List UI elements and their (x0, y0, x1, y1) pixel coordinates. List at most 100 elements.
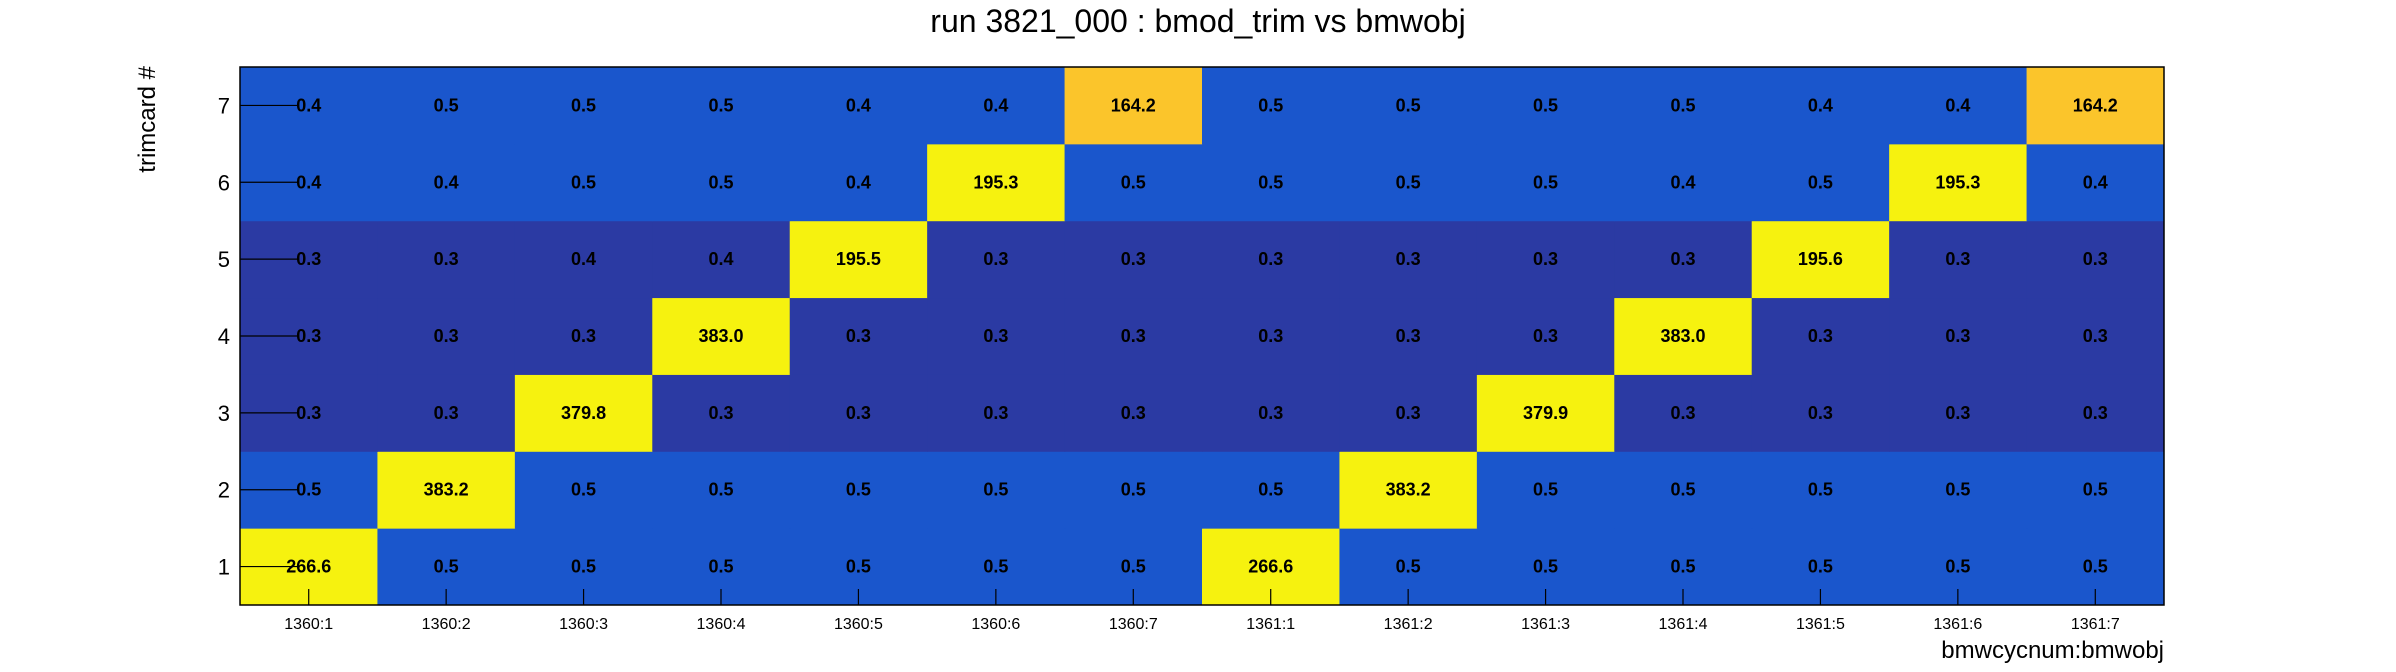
heatmap-cell (377, 297, 516, 375)
cell-value-label: 0.3 (1258, 403, 1283, 423)
heatmap-cell (1339, 143, 1478, 222)
y-tick-label: 1 (218, 555, 230, 580)
heatmap-cell (377, 374, 516, 452)
cell-value-label: 0.3 (1258, 326, 1283, 346)
heatmap-cell (927, 67, 1066, 145)
cell-value-label: 0.5 (296, 480, 321, 500)
chart-title: run 3821_000 : bmod_trim vs bmwobj (930, 3, 1465, 39)
cell-value-label: 0.5 (571, 557, 596, 577)
cell-value-label: 0.5 (1258, 172, 1283, 192)
heatmap-cell (1202, 220, 1340, 299)
heatmap-cell (789, 143, 928, 222)
cell-value-label: 0.3 (1396, 403, 1421, 423)
heatmap-cell (789, 297, 928, 375)
cell-value-label: 383.2 (1386, 480, 1431, 500)
x-tick-label: 1361:6 (1933, 616, 1982, 633)
x-tick-label: 1361:5 (1796, 616, 1845, 633)
cell-value-label: 0.5 (1533, 172, 1558, 192)
heatmap-cell (652, 374, 791, 452)
x-tick-label: 1360:3 (559, 616, 608, 633)
axes: 1 2 3 4 5 6 7 1360:1 1360:2 1360:3 1360:4 1360:5 136… (218, 66, 2165, 633)
cell-value-label: 0.3 (1808, 326, 1833, 346)
cell-value-label: 195.5 (836, 249, 881, 269)
heatmap-cell (514, 297, 653, 375)
x-tick-label: 1361:7 (2071, 616, 2120, 633)
heatmap-cell (1339, 297, 1478, 375)
heatmap-cell (1751, 297, 1890, 375)
cell-value-label: 0.4 (1945, 95, 1970, 115)
x-axis-title: bmwcycnum:bmwobj (1941, 637, 2164, 664)
cell-value-label: 0.4 (296, 172, 321, 192)
cell-value-label: 0.4 (846, 95, 871, 115)
cell-value-label: 0.5 (1121, 557, 1146, 577)
heatmap-cell (1614, 374, 1753, 452)
x-tick-label: 1360:5 (834, 616, 883, 633)
cell-value-label: 0.3 (1670, 403, 1695, 423)
heatmap-cell (1064, 297, 1203, 375)
cell-value-label: 0.3 (1945, 326, 1970, 346)
x-tick-label: 1360:4 (697, 616, 746, 633)
heatmap-cell (1889, 220, 2028, 299)
cell-value-label: 0.4 (434, 172, 459, 192)
heatmap-cell (377, 67, 516, 145)
cell-value-label: 0.3 (434, 249, 459, 269)
heatmap-cell (1751, 451, 1890, 529)
heatmap-cell (789, 374, 928, 452)
heatmap-cell (1202, 143, 1340, 222)
cell-value-label: 0.5 (571, 95, 596, 115)
cell-value-label: 0.3 (1808, 403, 1833, 423)
cell-value-label: 195.6 (1798, 249, 1843, 269)
heatmap-cell (927, 297, 1066, 375)
cell-value-label: 0.5 (1670, 557, 1695, 577)
heatmap-cell (1064, 143, 1203, 222)
cell-value-label: 266.6 (286, 557, 331, 577)
cell-value-label: 383.2 (424, 480, 469, 500)
heatmap-cell (1889, 67, 2028, 145)
cell-value-label: 0.5 (1121, 172, 1146, 192)
cell-value-label: 0.3 (1121, 403, 1146, 423)
heatmap-cell (1064, 374, 1203, 452)
heatmap-cell (1751, 374, 1890, 452)
heatmap-cell (1614, 451, 1753, 529)
cell-value-label: 0.3 (983, 249, 1008, 269)
cell-value-label: 379.9 (1523, 403, 1568, 423)
heatmap-cell (1889, 143, 2028, 222)
cell-value-label: 0.5 (846, 557, 871, 577)
cell-value-label: 0.5 (983, 480, 1008, 500)
x-tick-label: 1360:2 (422, 616, 471, 633)
x-tick-label: 1360:6 (971, 616, 1020, 633)
cell-value-label: 0.3 (1121, 326, 1146, 346)
y-tick-label: 6 (218, 170, 230, 195)
cell-value-label: 0.5 (708, 480, 733, 500)
x-tick-label: 1361:3 (1521, 616, 1570, 633)
heatmap-cell (514, 451, 653, 529)
cell-value-label: 195.3 (1935, 172, 1980, 192)
heatmap-cell (2026, 297, 2165, 375)
cell-value-label: 164.2 (2073, 95, 2118, 115)
cell-value-label: 0.5 (1808, 172, 1833, 192)
heatmap-cell (377, 143, 516, 222)
cell-value-label: 0.5 (708, 557, 733, 577)
heatmap-cell (514, 374, 653, 452)
heatmap-cell (377, 220, 516, 299)
cell-value-label: 0.3 (571, 326, 596, 346)
y-tick-label: 5 (218, 247, 230, 272)
cell-value-label: 0.3 (2083, 249, 2108, 269)
heatmap-cell (789, 220, 928, 299)
heatmap-cell (652, 220, 791, 299)
cell-value-label: 0.5 (571, 480, 596, 500)
heatmap-cell (1064, 67, 1203, 145)
heatmap-cell (652, 451, 791, 529)
cell-value-label: 0.5 (1945, 557, 1970, 577)
cell-value-label: 0.5 (1808, 480, 1833, 500)
heatmap-cell (1476, 451, 1615, 529)
cell-value-label: 0.3 (296, 326, 321, 346)
cell-value-label: 0.5 (1533, 557, 1558, 577)
cell-value-label: 0.3 (296, 249, 321, 269)
cell-value-label: 0.5 (434, 95, 459, 115)
heatmap-cell (1202, 67, 1340, 145)
heatmap-cell (1614, 220, 1753, 299)
cell-value-label: 0.5 (2083, 480, 2108, 500)
heatmap-cell (1339, 67, 1478, 145)
